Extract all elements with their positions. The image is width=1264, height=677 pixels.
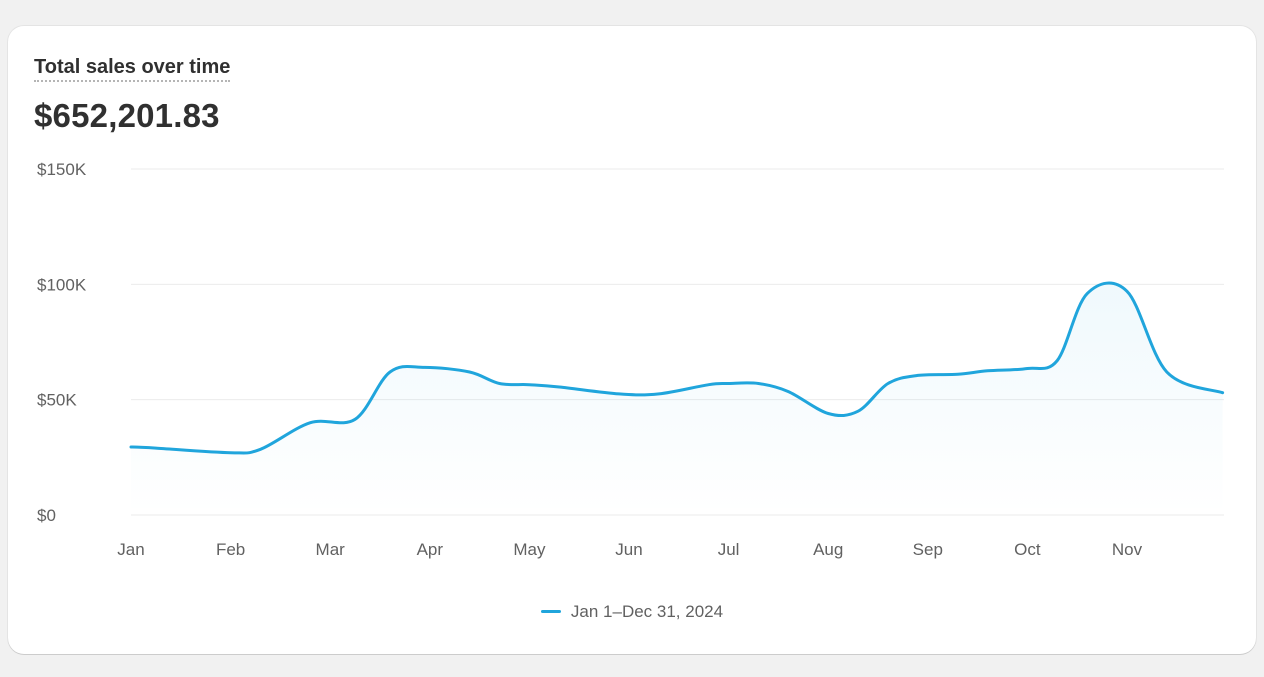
legend-label: Jan 1–Dec 31, 2024 — [570, 601, 724, 621]
x-tick-label: Nov — [1112, 540, 1143, 559]
series-line[interactable] — [129, 281, 1225, 455]
x-tick-label: Jun — [615, 540, 642, 559]
y-tick-label: $150K — [37, 160, 87, 179]
x-tick-label: Oct — [1014, 540, 1041, 559]
y-tick-label: $0 — [37, 506, 56, 525]
total-sales-value: $652,201.83 — [34, 97, 220, 134]
chart-title[interactable]: Total sales over time — [34, 56, 231, 82]
series-area — [131, 283, 1223, 515]
x-tick-label: Jan — [117, 540, 144, 559]
x-tick-label: Feb — [216, 540, 245, 559]
legend-swatch — [540, 610, 561, 613]
x-tick-label: May — [513, 540, 546, 559]
sales-line-chart: $0 $50K $100K $150K Jan Feb Mar Apr May Jun Jul Au… — [37, 160, 1225, 559]
x-tick-label: Sep — [913, 540, 943, 559]
sales-card: Total sales over time $652,201.83 $0 $50K… — [8, 26, 1256, 654]
x-tick-label: Mar — [316, 540, 346, 559]
legend-item[interactable]: Jan 1–Dec 31, 2024 — [540, 601, 724, 622]
x-tick-label: Aug — [813, 540, 843, 559]
y-tick-label: $100K — [37, 275, 87, 294]
x-tick-label: Apr — [417, 540, 444, 559]
chart-legend: Jan 1–Dec 31, 2024 — [8, 598, 1256, 622]
y-tick-label: $50K — [37, 391, 77, 410]
x-tick-label: Jul — [718, 540, 740, 559]
